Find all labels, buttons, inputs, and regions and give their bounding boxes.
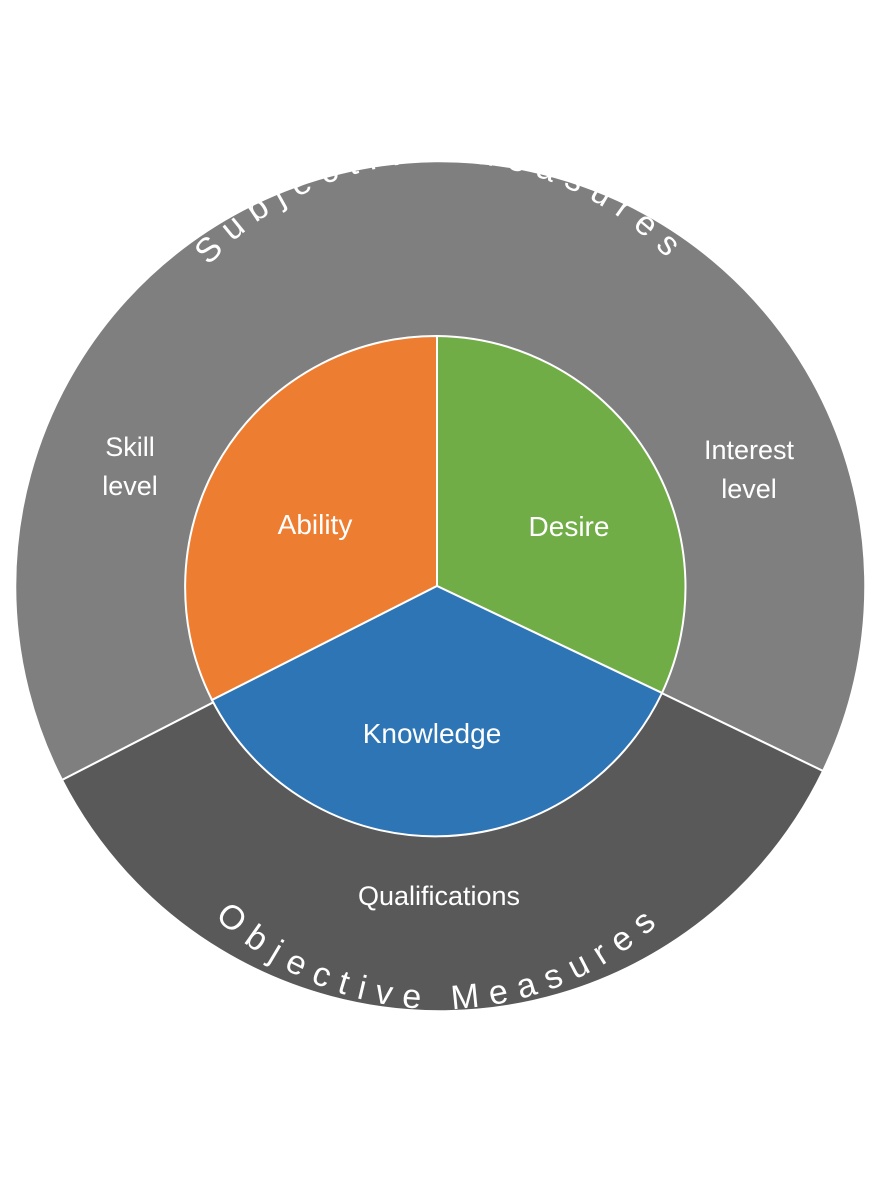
qualifications-label: Qualifications: [358, 881, 520, 911]
knowledge-segment: [210, 584, 664, 838]
skill-label-line1: Skill: [105, 432, 155, 462]
knowledge-label: Knowledge: [363, 718, 502, 749]
interest-label-line2: level: [721, 474, 777, 504]
skill-label-line2: level: [102, 471, 158, 501]
desire-segment: [436, 334, 687, 695]
interest-label-line1: Interest: [704, 435, 795, 465]
desire-label: Desire: [529, 511, 610, 542]
ability-segment: [184, 334, 438, 702]
ability-label: Ability: [278, 509, 353, 540]
